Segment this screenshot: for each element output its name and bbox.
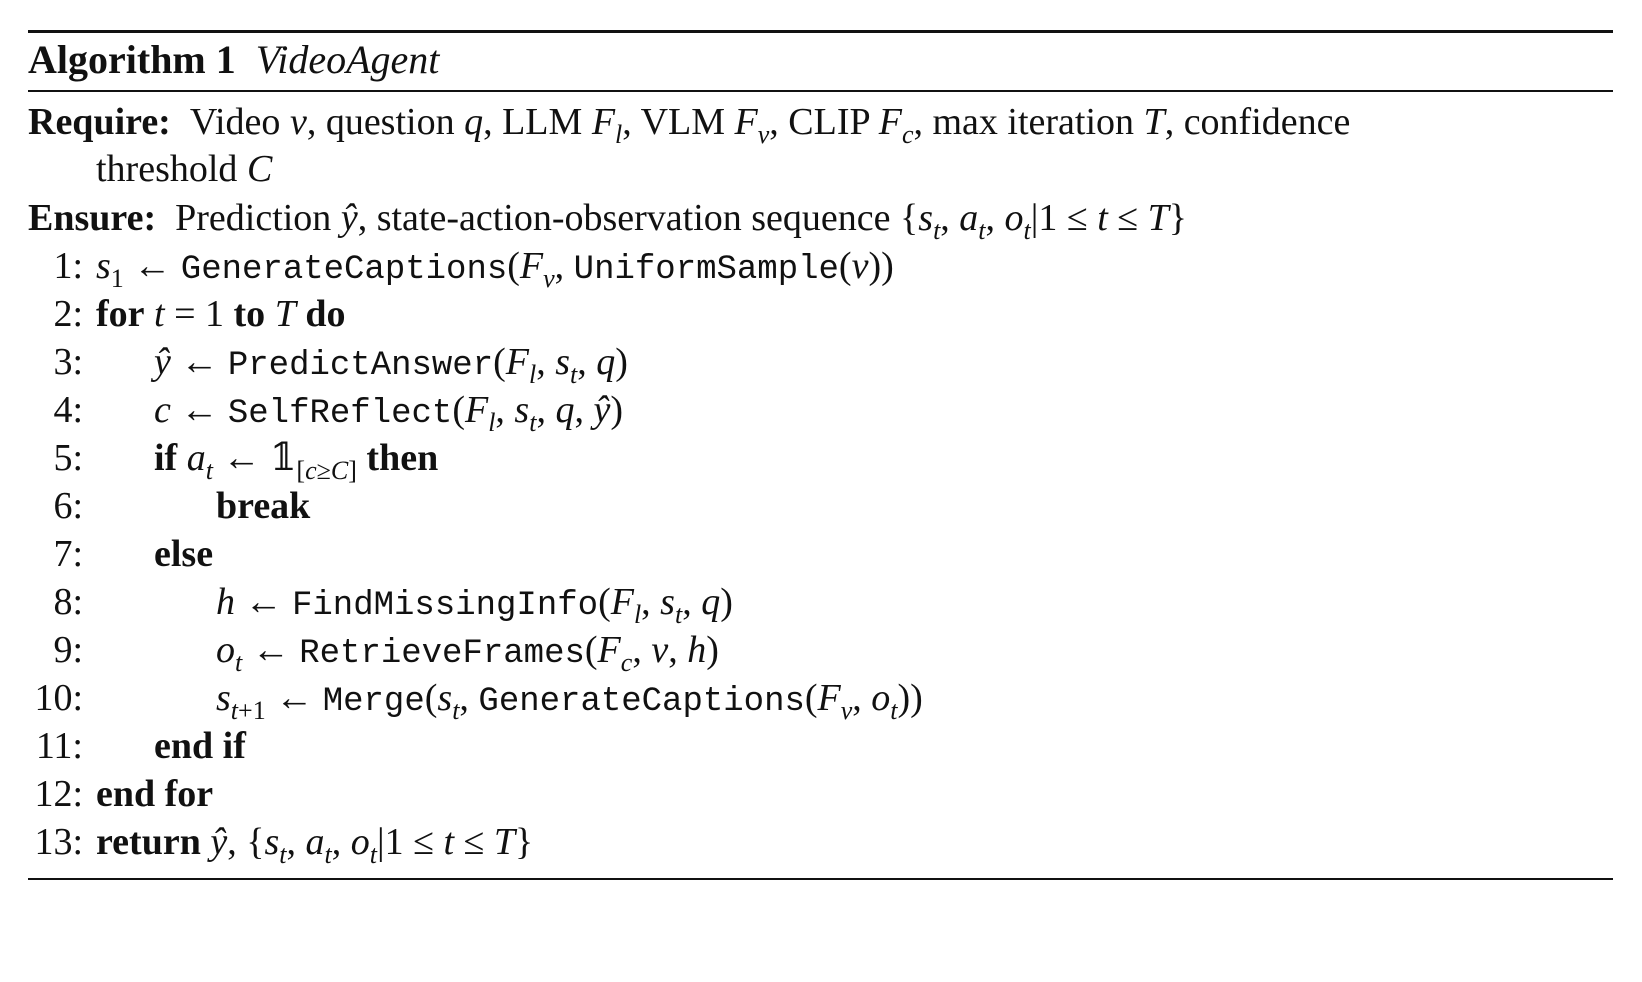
line-number: 3: bbox=[53, 341, 83, 383]
fn-generate-captions-2: GenerateCaptions bbox=[478, 683, 805, 721]
line-statement: break bbox=[216, 484, 310, 528]
line-number: 4: bbox=[53, 389, 83, 431]
kw-then: then bbox=[366, 437, 439, 479]
line-number: 7: bbox=[53, 533, 83, 575]
algorithm-name: VideoAgent bbox=[255, 37, 440, 82]
fn-generate-captions: GenerateCaptions bbox=[180, 251, 508, 289]
line-number: 9: bbox=[53, 629, 83, 671]
line-number: 13: bbox=[34, 821, 83, 863]
fn-self-reflect: SelfReflect bbox=[227, 395, 453, 433]
line-number: 6: bbox=[53, 485, 83, 527]
ensure-text: Prediction ŷ, state-action-observation s… bbox=[165, 197, 1188, 245]
fn-merge: Merge bbox=[322, 683, 425, 721]
kw-do: do bbox=[305, 293, 346, 335]
line-number: 5: bbox=[53, 437, 83, 479]
line-statement: if at ← 𝟙[c≥C] then bbox=[154, 437, 439, 485]
line-statement: c ← SelfReflect(Fl, st, q, ŷ) bbox=[154, 389, 623, 437]
require-line-2: threshold C bbox=[96, 148, 273, 190]
bottom-rule bbox=[28, 878, 1613, 880]
line-statement: end for bbox=[96, 772, 213, 816]
line-number: 8: bbox=[53, 581, 83, 623]
kw-end-for: end for bbox=[96, 773, 214, 815]
line-number: 12: bbox=[34, 773, 83, 815]
fn-find-missing-info: FindMissingInfo bbox=[292, 587, 599, 625]
fn-predict-answer: PredictAnswer bbox=[227, 347, 494, 385]
line-statement: ot ← RetrieveFrames(Fc, v, h) bbox=[216, 629, 719, 677]
line-number: 11: bbox=[35, 725, 83, 767]
kw-if: if bbox=[154, 437, 178, 479]
algorithm-label: Algorithm 1 bbox=[28, 37, 236, 82]
fn-uniform-sample: UniformSample bbox=[573, 251, 839, 289]
line-statement: h ← FindMissingInfo(Fl, st, q) bbox=[216, 581, 733, 629]
title-rule bbox=[28, 90, 1613, 92]
require-label: Require: bbox=[28, 101, 171, 143]
require-text: Video v, question q, LLM Fl, VLM Fv, CLI… bbox=[180, 101, 1351, 149]
line-statement: for t = 1 to T do bbox=[96, 293, 346, 335]
algorithm-title: Algorithm 1 VideoAgent bbox=[28, 38, 439, 82]
kw-to: to bbox=[233, 293, 266, 335]
line-statement: s1 ← GenerateCaptions(Fv, UniformSample(… bbox=[96, 245, 894, 293]
line-statement: st+1 ← Merge(st, GenerateCaptions(Fv, ot… bbox=[216, 677, 923, 725]
line-statement: end if bbox=[154, 724, 246, 768]
kw-end-if: end if bbox=[154, 725, 246, 767]
line-number: 2: bbox=[53, 293, 83, 335]
top-rule bbox=[28, 30, 1613, 33]
line-statement: ŷ ← PredictAnswer(Fl, st, q) bbox=[154, 341, 628, 389]
fn-retrieve-frames: RetrieveFrames bbox=[299, 635, 585, 673]
kw-for: for bbox=[96, 293, 145, 335]
ensure-label: Ensure: bbox=[28, 197, 157, 239]
line-statement: else bbox=[154, 532, 213, 576]
kw-else: else bbox=[154, 533, 214, 575]
require-line-1: Require: Video v, question q, LLM Fl, VL… bbox=[28, 100, 1351, 149]
kw-break: break bbox=[216, 485, 311, 527]
line-statement: return ŷ, {st, at, ot|1 ≤ t ≤ T} bbox=[96, 821, 534, 869]
line-number: 10: bbox=[34, 677, 83, 719]
line-number: 1: bbox=[53, 245, 83, 287]
ensure-line: Ensure: Prediction ŷ, state-action-obser… bbox=[28, 196, 1188, 245]
kw-return: return bbox=[96, 821, 201, 863]
